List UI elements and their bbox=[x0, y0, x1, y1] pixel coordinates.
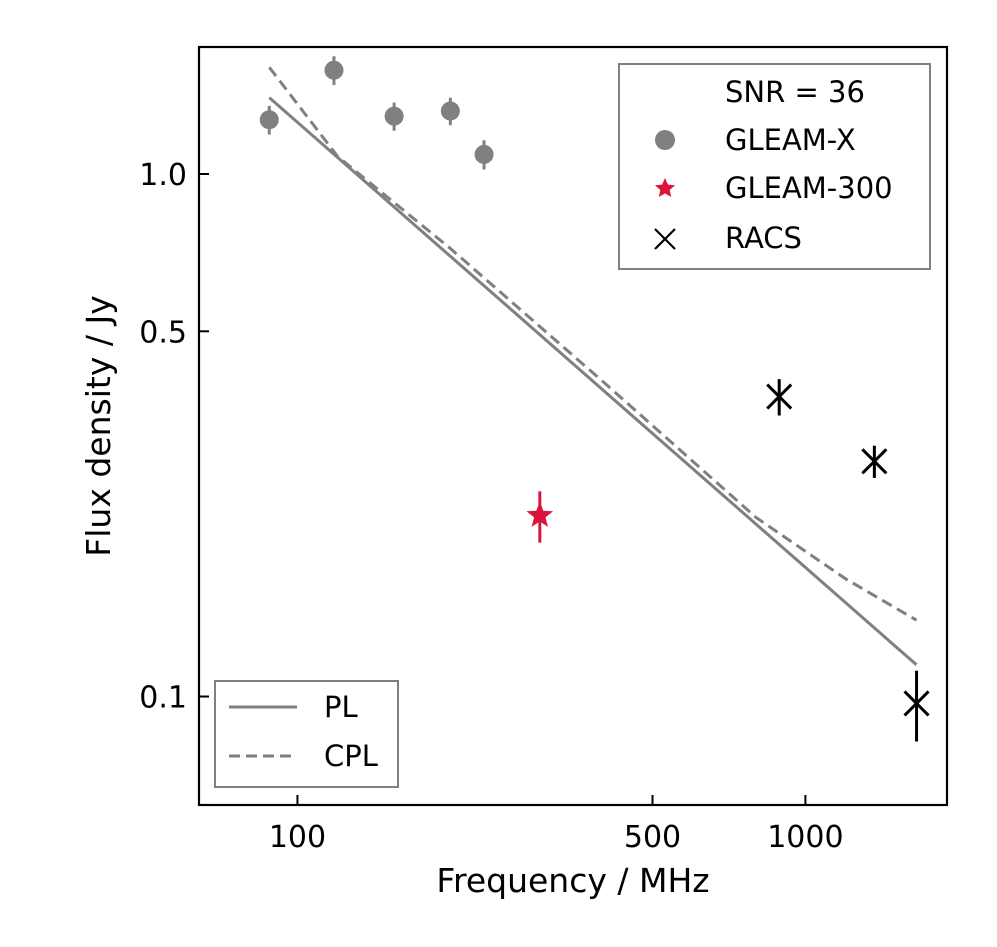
legend-fit: PL CPL bbox=[214, 680, 399, 788]
legend-entry-pl: PL bbox=[324, 690, 358, 724]
point-racs-2 bbox=[861, 445, 888, 478]
x-tick-label-1000: 1000 bbox=[767, 820, 843, 855]
circle-marker bbox=[440, 101, 460, 121]
legend-entry-gleam-300: GLEAM-300 bbox=[725, 171, 893, 205]
x-marker bbox=[903, 690, 930, 717]
x-axis-label: Frequency / MHz bbox=[436, 861, 709, 900]
fit-line-cpl bbox=[268, 66, 918, 622]
x-marker bbox=[861, 448, 888, 475]
axis-ticks: 100 500 1000 0.1 0.5 1.0 bbox=[139, 158, 843, 855]
x-tick-label-100: 100 bbox=[269, 820, 326, 855]
data-points bbox=[259, 56, 930, 742]
star-marker bbox=[526, 501, 554, 527]
legend-main: SNR = 36 GLEAM-X GLEAM-300 RACS bbox=[618, 63, 931, 270]
legend-main-frame bbox=[618, 63, 931, 270]
circle-marker bbox=[474, 144, 494, 164]
x-marker bbox=[766, 383, 793, 410]
circle-marker bbox=[259, 110, 279, 130]
legend-fit-frame bbox=[214, 680, 399, 788]
legend-x-icon bbox=[654, 228, 676, 250]
circle-marker bbox=[324, 60, 344, 80]
fit-lines bbox=[268, 66, 918, 666]
legend-entry-cpl: CPL bbox=[324, 739, 378, 773]
legend-star-icon bbox=[655, 178, 675, 197]
y-tick-label-1.0: 1.0 bbox=[139, 158, 187, 193]
point-gleam-x-5 bbox=[474, 140, 494, 170]
legend-entry-racs: RACS bbox=[725, 221, 802, 255]
point-gleam-x-1 bbox=[259, 105, 279, 135]
legend-entry-gleam-x: GLEAM-X bbox=[725, 123, 856, 157]
x-tick-label-500: 500 bbox=[624, 820, 681, 855]
y-axis-label: Flux density / Jy bbox=[79, 295, 118, 556]
point-gleam-x-2 bbox=[324, 56, 344, 86]
point-gleam-x-3 bbox=[384, 102, 404, 131]
point-racs-1 bbox=[766, 379, 793, 416]
fit-line-pl bbox=[268, 96, 918, 666]
legend-title: SNR = 36 bbox=[725, 75, 865, 109]
y-tick-label-0.1: 0.1 bbox=[139, 681, 187, 716]
legend-circle-icon bbox=[655, 130, 675, 150]
point-racs-3 bbox=[903, 670, 930, 742]
y-tick-label-0.5: 0.5 bbox=[139, 315, 187, 350]
circle-marker bbox=[384, 106, 404, 126]
plot-frame bbox=[197, 45, 949, 807]
point-gleam-300-1 bbox=[526, 491, 554, 543]
point-gleam-x-4 bbox=[440, 97, 460, 126]
